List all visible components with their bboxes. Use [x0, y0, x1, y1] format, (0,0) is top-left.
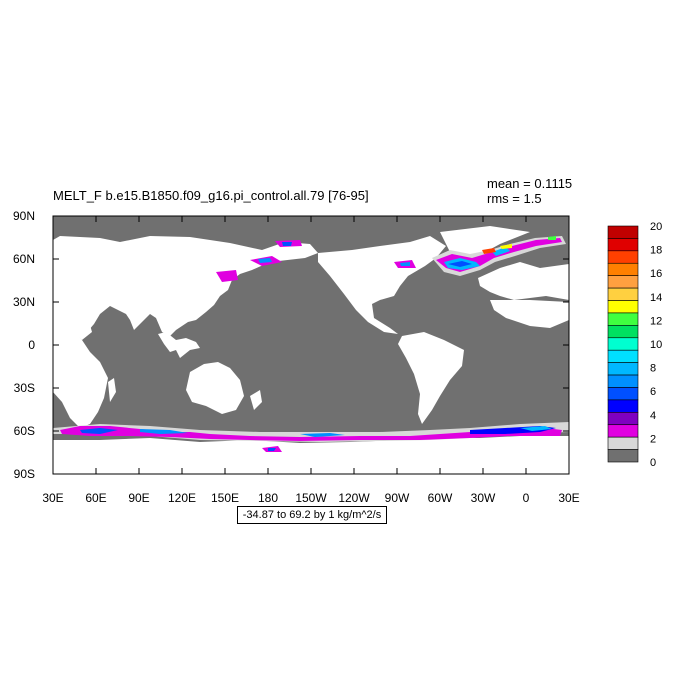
x-tick-label: 150E — [211, 491, 239, 505]
land-eurasia — [53, 236, 318, 338]
colorbar-label: 18 — [650, 245, 662, 257]
land-new-zealand — [250, 390, 262, 410]
colorbar-label: 10 — [650, 339, 662, 351]
y-tick-label: 30S — [14, 381, 35, 395]
land-madagascar — [108, 378, 116, 402]
land-north-africa — [490, 300, 569, 328]
colorbar-swatch — [607, 250, 639, 264]
y-tick-label: 90N — [13, 209, 35, 223]
y-tick-label: 0 — [28, 338, 35, 352]
colorbar-swatch — [607, 374, 639, 388]
colorbar-label: 16 — [650, 268, 662, 280]
x-axis: 30E 60E 90E 120E 150E 180 150W 120W 90W 60W 30W 0 30… — [42, 216, 580, 505]
x-tick-label: 90E — [128, 491, 149, 505]
mean-stat: mean = 0.1115 — [487, 176, 572, 191]
y-tick-label: 30N — [13, 295, 35, 309]
colorbar-swatch — [607, 349, 639, 363]
contour-range-label: -34.87 to 69.2 by 1 kg/m^2/s — [237, 506, 387, 524]
colorbar-swatch — [607, 275, 639, 289]
colorbar-label: 20 — [650, 221, 662, 233]
x-tick-label: 90W — [385, 491, 410, 505]
land-arabia-india — [53, 300, 92, 340]
land-europe — [478, 262, 569, 300]
colorbar-swatch — [607, 337, 639, 351]
x-tick-label: 60E — [85, 491, 106, 505]
colorbar-swatch — [607, 300, 639, 314]
x-tick-label: 30E — [558, 491, 579, 505]
land-southeast-asia — [158, 332, 200, 358]
colorbar-swatch — [607, 287, 639, 301]
colorbar-swatch — [607, 312, 639, 326]
land-australia — [186, 362, 244, 414]
y-tick-label: 60S — [14, 424, 35, 438]
chart-title: MELT_F b.e15.B1850.f09_g16.pi_control.al… — [53, 188, 369, 203]
map-area — [53, 216, 569, 474]
x-tick-label: 60W — [428, 491, 453, 505]
colorbar-label: 2 — [650, 433, 656, 445]
x-tick-label: 120W — [338, 491, 370, 505]
colorbar-swatch — [607, 424, 639, 438]
colorbar-swatch — [607, 262, 639, 276]
land-north-america — [318, 236, 446, 334]
x-tick-label: 0 — [523, 491, 530, 505]
land-south-america — [398, 332, 464, 424]
colorbar-label: 6 — [650, 386, 656, 398]
colorbar-swatch — [607, 325, 639, 339]
colorbar-label: 8 — [650, 363, 656, 375]
land-africa — [53, 318, 108, 428]
colorbar-swatch — [607, 449, 639, 463]
colorbar-swatch — [607, 225, 639, 239]
land-antarctica — [53, 436, 569, 474]
colorbar-swatch — [607, 238, 639, 252]
colorbar-swatch — [607, 436, 639, 450]
rms-stat: rms = 1.5 — [487, 191, 542, 206]
colorbar-swatch — [607, 387, 639, 401]
colorbar-swatch — [607, 399, 639, 413]
x-tick-label: 150W — [295, 491, 327, 505]
melt-field — [53, 236, 569, 452]
colorbar-label: 4 — [650, 410, 656, 422]
colorbar-label: 12 — [650, 315, 662, 327]
y-axis: 90N 60N 30N 0 30S 60S 90S — [13, 209, 569, 481]
colorbar-swatch — [607, 412, 639, 426]
x-tick-label: 120E — [168, 491, 196, 505]
colorbar-label: 0 — [650, 457, 656, 469]
x-tick-label: 30W — [471, 491, 496, 505]
x-tick-label: 180 — [258, 491, 278, 505]
y-tick-label: 90S — [14, 467, 35, 481]
colorbar-swatch — [607, 362, 639, 376]
colorbar-label: 14 — [650, 292, 662, 304]
x-tick-label: 30E — [42, 491, 63, 505]
y-tick-label: 60N — [13, 252, 35, 266]
